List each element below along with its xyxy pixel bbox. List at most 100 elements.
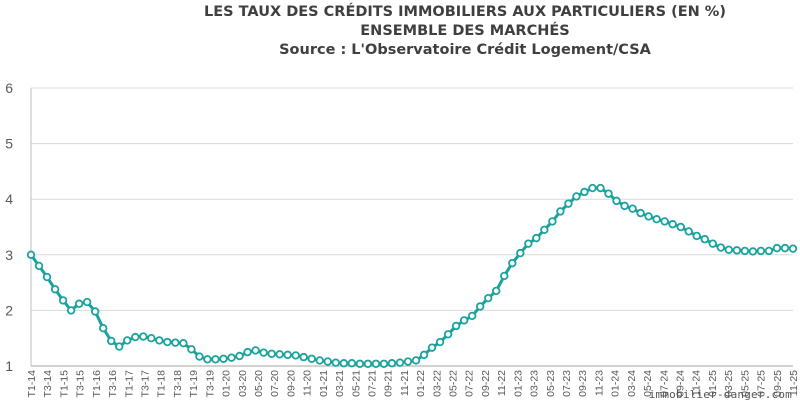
x-tick-label: 09-24: [675, 370, 687, 397]
x-tick-label: 09-22: [480, 370, 492, 397]
data-point: [572, 192, 581, 201]
data-point: [660, 217, 669, 226]
data-point: [299, 352, 308, 362]
data-point: [187, 345, 196, 354]
chart-source: Source : L'Observatoire Crédit Logement/…: [279, 42, 651, 58]
x-tick-label: 11-21: [399, 370, 411, 396]
x-tick-label: T3-18: [172, 370, 184, 398]
data-point: [395, 358, 405, 367]
data-point: [58, 296, 68, 305]
x-tick-label: 07-20: [269, 370, 281, 397]
data-point: [139, 332, 148, 341]
x-tick-label: T3-17: [139, 370, 151, 398]
data-point: [443, 330, 453, 339]
x-tick-label: 03-22: [431, 370, 443, 397]
x-tick-label: 01-20: [221, 370, 233, 397]
data-point: [716, 243, 726, 252]
x-tick-label: T3-15: [75, 370, 87, 398]
data-point: [628, 204, 637, 213]
data-point: [475, 302, 485, 311]
x-tick-label: 05-21: [350, 370, 362, 397]
y-tick-label: 3: [5, 247, 13, 263]
data-point: [275, 350, 284, 359]
data-point: [379, 359, 389, 368]
data-point: [419, 350, 429, 360]
x-tick-label: T1-19: [188, 370, 200, 398]
data-point: [283, 350, 292, 360]
x-tick-label: T1-18: [156, 370, 168, 398]
data-point: [331, 358, 340, 367]
y-axis-ticks: 1 2 3 4 5 6: [5, 80, 13, 374]
data-point: [411, 356, 421, 365]
data-point: [363, 359, 373, 368]
data-point: [764, 246, 774, 256]
data-point: [34, 261, 44, 271]
data-point: [492, 286, 501, 296]
x-tick-label: 03-23: [529, 370, 541, 397]
x-tick-label: 03-24: [626, 370, 638, 397]
data-point: [500, 271, 509, 281]
data-point: [451, 321, 461, 331]
x-tick-label: 01-24: [610, 370, 622, 397]
data-point: [403, 357, 413, 366]
x-tick-label: 11-23: [593, 370, 605, 396]
x-tick-label: 03-21: [334, 370, 346, 397]
data-point: [155, 336, 164, 345]
watermark: immobilier-danger.com: [648, 388, 792, 401]
series-points: [26, 183, 798, 368]
x-tick-label: 01-22: [415, 370, 427, 397]
x-tick-label: 09-20: [285, 370, 297, 397]
data-point: [251, 346, 260, 355]
x-tick-label: 11-22: [496, 370, 508, 396]
data-point: [708, 239, 717, 248]
data-point: [604, 189, 613, 198]
x-tick-label: 03-25: [723, 370, 735, 397]
data-point: [508, 258, 517, 268]
data-point: [772, 243, 782, 253]
x-tick-label: 05-25: [739, 370, 751, 397]
data-point: [644, 212, 653, 221]
data-point: [291, 351, 300, 360]
data-point: [315, 356, 324, 365]
data-point: [259, 348, 268, 357]
data-point: [548, 217, 557, 226]
data-point: [612, 196, 621, 206]
x-tick-label: T1-14: [26, 370, 38, 398]
x-tick-label: 03-20: [237, 370, 249, 397]
data-point: [115, 342, 124, 351]
x-tick-label: T3-19: [204, 370, 216, 398]
data-point: [788, 244, 798, 253]
x-tick-label: 07-22: [464, 370, 476, 397]
data-point: [740, 246, 750, 256]
x-tick-label: 01-25: [707, 370, 719, 397]
data-point: [427, 343, 437, 352]
x-tick-label: 09-23: [577, 370, 589, 397]
data-point: [171, 338, 180, 347]
y-tick-label: 4: [5, 191, 13, 207]
data-point: [219, 354, 228, 363]
data-point: [484, 293, 493, 303]
data-point: [203, 355, 212, 364]
y-tick-label: 6: [5, 80, 13, 96]
data-point: [195, 352, 204, 361]
data-point: [596, 183, 605, 193]
data-point: [82, 297, 92, 307]
data-point: [323, 357, 332, 366]
data-point: [347, 359, 357, 368]
data-point: [652, 215, 661, 224]
data-point: [26, 250, 36, 259]
data-point: [724, 245, 734, 254]
data-point: [123, 336, 132, 345]
data-point: [540, 225, 549, 234]
data-point: [684, 227, 693, 236]
data-point: [620, 201, 629, 211]
data-point: [564, 199, 573, 208]
data-point: [435, 337, 445, 347]
x-tick-label: 11-25: [788, 370, 800, 396]
data-point: [355, 359, 365, 368]
chart-subtitle: ENSEMBLE DES MARCHÉS: [360, 23, 570, 39]
data-point: [339, 359, 349, 368]
x-tick-label: 07-21: [366, 370, 378, 397]
data-point: [588, 183, 597, 193]
x-tick-label: T3-16: [107, 370, 119, 398]
